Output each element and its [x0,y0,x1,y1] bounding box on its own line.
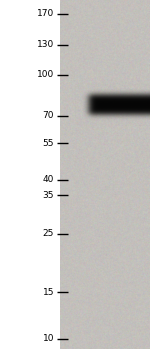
Text: 170: 170 [37,9,54,18]
Text: 35: 35 [42,191,54,200]
Bar [0,0,59,349]
Text: 70: 70 [42,111,54,120]
Text: 10: 10 [42,334,54,343]
Text: 40: 40 [43,175,54,184]
Text: 100: 100 [37,70,54,79]
Bar [0,0,60,349]
Text: 15: 15 [42,288,54,297]
Text: 25: 25 [43,229,54,238]
Text: 130: 130 [37,40,54,49]
Text: 55: 55 [42,139,54,148]
